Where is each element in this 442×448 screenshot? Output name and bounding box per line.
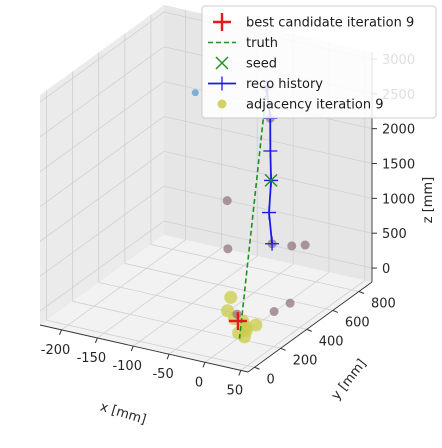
x-tick-mark: [59, 329, 62, 336]
grid-line-x: [97, 247, 222, 339]
legend-label: truth: [246, 36, 278, 51]
grid-line-z: [163, 185, 373, 234]
legend-marker-best-candidate: [213, 13, 231, 31]
legend: best candidate iteration 9 truth seed reco …: [201, 5, 437, 119]
y-tick-mark: [254, 366, 260, 370]
legend-label: best candidate iteration 9: [246, 16, 414, 31]
legend-marker-seed: [215, 56, 229, 70]
adjacency-iteration-9-point: [224, 290, 238, 304]
grid-line-x: [204, 271, 330, 363]
x-axis-line: [39, 324, 249, 373]
grid-line-z: [163, 116, 373, 164]
grid-line-z: [39, 116, 165, 207]
legend-box: [201, 5, 437, 119]
grid-line-z: [39, 185, 165, 277]
y-tick-mark: [306, 328, 312, 332]
legend-label: adjacency iteration 9: [246, 98, 383, 113]
grid-line-z: [39, 11, 165, 103]
grid-line-x: [61, 239, 186, 331]
best-candidate-point: [228, 312, 247, 330]
y-tick-mark: [332, 309, 339, 313]
grid-line-y: [46, 319, 255, 368]
hits-point: [285, 298, 295, 308]
grid-line-z: [39, 81, 165, 172]
legend-label: seed: [246, 57, 277, 72]
grid-line-y: [98, 281, 307, 330]
z-tick-label: 2000: [382, 123, 415, 138]
hits-point: [300, 240, 310, 250]
hits-point: [223, 244, 233, 254]
adjacency-iteration-9-point: [220, 304, 234, 318]
x-axis-label: x [mm]: [98, 400, 148, 428]
y-tick-label: 200: [293, 353, 318, 368]
z-tick-label: 1000: [382, 192, 415, 207]
x-tick-mark: [166, 353, 170, 360]
adjacency-iteration-9-point: [237, 330, 251, 344]
y-tick-mark: [358, 291, 365, 294]
hits-point: [287, 241, 297, 251]
x-tick-label: 50: [227, 383, 244, 398]
hits-point: [222, 196, 232, 206]
x-tick-label: -150: [77, 351, 107, 366]
z-tick-label: 500: [382, 227, 407, 242]
hits-point: [269, 307, 279, 317]
y-tick-label: 400: [319, 334, 344, 349]
y-tick-mark: [280, 347, 286, 351]
y-axis-line: [247, 281, 373, 373]
outlier-point: [191, 89, 199, 97]
adjacency-iteration-9-point: [249, 318, 263, 332]
x-tick-mark: [130, 345, 134, 352]
z-axis-label: z [mm]: [421, 177, 436, 223]
x-tick-label: -100: [112, 359, 142, 374]
reco-history-point: [262, 205, 277, 220]
grid-line-y: [124, 263, 333, 311]
grid-line-x: [133, 255, 258, 347]
grid-line-x: [240, 280, 366, 371]
left-wall-pane: [40, 5, 164, 325]
x-tick-label: -50: [152, 367, 173, 382]
x-tick-label: 0: [195, 375, 203, 390]
grid-line-z: [163, 150, 373, 199]
seed-point: [264, 173, 278, 187]
x-tick-label: -200: [41, 343, 71, 358]
legend-label: reco history: [246, 77, 323, 92]
grid-line-z: [39, 46, 165, 138]
grid-line-z: [39, 151, 165, 242]
z-tick-label: 0: [382, 262, 390, 277]
reco-history-point: [265, 236, 280, 251]
grid-line-z: [39, 220, 165, 312]
x-tick-mark: [202, 362, 206, 368]
y-tick-label: 600: [345, 315, 370, 330]
z-tick-label: 1500: [382, 158, 415, 173]
y-tick-label: 800: [371, 296, 396, 311]
x-tick-mark: [94, 337, 98, 344]
reco-history-point: [263, 143, 278, 158]
grid-line-y: [150, 244, 360, 292]
y-axis-label: y [mm]: [329, 357, 370, 404]
x-tick-mark: [238, 370, 242, 376]
y-tick-label: 0: [267, 372, 275, 387]
truth-line: [238, 87, 268, 339]
legend-marker-adjacency: [217, 99, 227, 109]
